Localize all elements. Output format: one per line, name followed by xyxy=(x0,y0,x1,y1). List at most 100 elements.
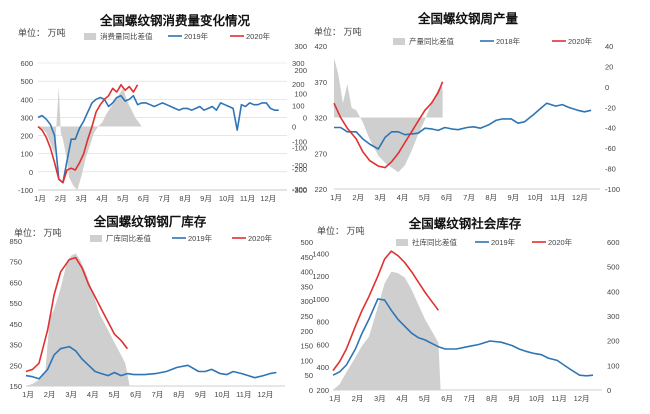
x-tick-label: 8月 xyxy=(486,394,498,403)
y2-tick-label: 370 xyxy=(314,78,327,87)
y-tick-label: 450 xyxy=(300,253,313,262)
y3-tick-label: 400 xyxy=(607,287,620,296)
x-tick-label: 1月 xyxy=(330,193,342,202)
y3-tick-label: -100 xyxy=(292,144,307,153)
legend-swatch xyxy=(393,38,405,45)
y-tick-label: 250 xyxy=(9,361,22,370)
x-tick-label: 11月 xyxy=(240,194,255,203)
x-tick-label: 1月 xyxy=(34,194,46,203)
x-tick-label: 5月 xyxy=(108,390,120,399)
y-tick-label: 250 xyxy=(300,312,313,321)
y3-tick-label: -40 xyxy=(605,124,616,133)
y3-tick-label: -80 xyxy=(605,165,616,174)
series-area xyxy=(334,57,443,173)
y3-tick-label: 20 xyxy=(605,62,613,71)
x-tick-label: 8月 xyxy=(173,390,185,399)
x-tick-label: 10月 xyxy=(529,394,545,403)
y3-tick-label: 100 xyxy=(607,361,620,370)
x-tick-label: 1月 xyxy=(22,390,34,399)
x-tick-label: 11月 xyxy=(550,193,565,202)
x-tick-label: 11月 xyxy=(552,394,567,403)
chart-title: 全国螺纹钢钢厂库存 xyxy=(93,214,207,229)
y2-tick-label: 220 xyxy=(314,185,327,194)
chart-title: 全国螺纹钢周产量 xyxy=(417,11,519,26)
y-tick-label: 500 xyxy=(20,77,33,86)
y2-tick-label: 600 xyxy=(316,340,329,349)
y-tick-label: 300 xyxy=(20,113,33,122)
x-tick-label: 7月 xyxy=(464,394,476,403)
y-tick-label: 350 xyxy=(300,282,313,291)
x-tick-label: 6月 xyxy=(138,194,150,203)
y-tick-label: -100 xyxy=(18,186,33,195)
x-tick-label: 2月 xyxy=(44,390,56,399)
y-tick-label: 850 xyxy=(9,237,22,246)
x-tick-label: 4月 xyxy=(396,394,408,403)
y2-tick-label: 200 xyxy=(316,386,329,395)
y-tick-label: 200 xyxy=(300,327,313,336)
y-tick-label: 750 xyxy=(9,258,22,267)
y2-tick-label: 1400 xyxy=(312,249,329,258)
y3-tick-label: 0 xyxy=(607,386,611,395)
y-tick-label: 0 xyxy=(29,168,33,177)
y-tick-label: 350 xyxy=(9,341,22,350)
x-tick-label: 4月 xyxy=(87,390,99,399)
x-tick-label: 2月 xyxy=(55,194,67,203)
x-tick-label: 7月 xyxy=(159,194,171,203)
unit-label: 单位： 万吨 xyxy=(18,27,66,38)
y-tick-label: 50 xyxy=(305,371,313,380)
x-tick-label: 9月 xyxy=(195,390,207,399)
y2-tick-label: 400 xyxy=(316,363,329,372)
x-tick-label: 10月 xyxy=(528,193,544,202)
y2-tick-label: 800 xyxy=(316,318,329,327)
x-tick-label: 3月 xyxy=(65,390,77,399)
legend-swatch xyxy=(90,235,102,242)
y3-tick-label: 500 xyxy=(607,263,620,272)
y-tick-label: 150 xyxy=(300,342,313,351)
y3-tick-label: 300 xyxy=(607,312,620,321)
x-tick-label: 3月 xyxy=(76,194,88,203)
x-tick-label: 3月 xyxy=(374,193,386,202)
y3-tick-label: -100 xyxy=(605,185,620,194)
x-tick-label: 4月 xyxy=(397,193,409,202)
series-area xyxy=(38,87,142,190)
y-tick-label: 650 xyxy=(9,278,22,287)
y3-tick-label: -60 xyxy=(605,144,616,153)
y3-tick-label: -300 xyxy=(292,186,307,195)
y-tick-label: 500 xyxy=(300,238,313,247)
y-tick-label: 100 xyxy=(20,150,33,159)
y-tick-label: 400 xyxy=(20,95,33,104)
unit-label: 单位： 万吨 xyxy=(14,227,62,238)
x-tick-label: 12月 xyxy=(260,194,276,203)
y2-tick-label: 270 xyxy=(314,149,327,158)
y-tick-label: 0 xyxy=(309,386,313,395)
legend-label: 2020年 xyxy=(248,233,273,243)
legend-label: 2020年 xyxy=(568,36,593,46)
x-tick-label: 6月 xyxy=(441,394,453,403)
series-line xyxy=(25,256,129,373)
y3-tick-label: 100 xyxy=(292,101,305,110)
legend-swatch xyxy=(84,33,96,40)
y-tick-label: 0 xyxy=(303,114,307,123)
legend-label: 2018年 xyxy=(496,36,521,46)
x-tick-label: 11月 xyxy=(236,390,251,399)
series-line xyxy=(333,81,444,169)
x-tick-label: 6月 xyxy=(441,193,453,202)
legend-label: 2019年 xyxy=(188,233,213,243)
x-tick-label: 10月 xyxy=(214,390,230,399)
y3-tick-label: 300 xyxy=(292,59,305,68)
y-tick-label: 450 xyxy=(9,320,22,329)
y-tick-label: 400 xyxy=(300,268,313,277)
legend-label: 2020年 xyxy=(548,237,573,247)
y-tick-label: 100 xyxy=(300,356,313,365)
series-area xyxy=(26,253,130,386)
legend-label: 社库同比差值 xyxy=(412,237,457,247)
y3-tick-label: 200 xyxy=(607,337,620,346)
series-line xyxy=(332,250,440,372)
x-tick-label: 8月 xyxy=(179,194,191,203)
x-tick-label: 4月 xyxy=(96,194,108,203)
y3-tick-label: 600 xyxy=(607,238,620,247)
y3-tick-label: -20 xyxy=(605,103,616,112)
